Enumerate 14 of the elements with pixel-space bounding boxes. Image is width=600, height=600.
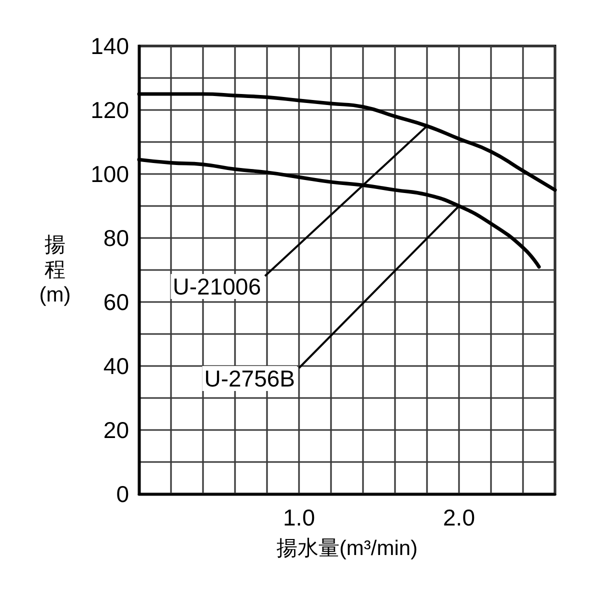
text: U-21006 xyxy=(172,274,261,300)
y-tick-label: 140 xyxy=(90,33,129,59)
y-tick-label: 100 xyxy=(90,161,129,187)
x-tick-label: 1.0 xyxy=(283,504,315,530)
y-tick-label: 120 xyxy=(90,97,129,123)
text: U-2756B xyxy=(204,366,295,392)
y-tick-label: 80 xyxy=(103,225,129,251)
y-axis-title: 揚程(m) xyxy=(39,234,71,306)
y-tick-label: 0 xyxy=(116,481,129,507)
y-tick-label: 40 xyxy=(103,353,129,379)
y-tick-label: 20 xyxy=(103,417,129,443)
x-tick-label: 2.0 xyxy=(443,504,475,530)
y-tick-label: 60 xyxy=(103,289,129,315)
x-axis-title: 揚水量(m³/min) xyxy=(276,537,418,560)
